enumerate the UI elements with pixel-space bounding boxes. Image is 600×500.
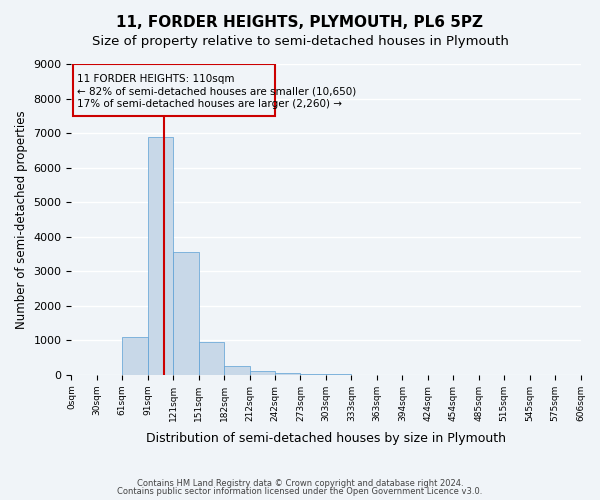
Text: 17% of semi-detached houses are larger (2,260) →: 17% of semi-detached houses are larger (… [77, 99, 342, 109]
Bar [148, 136, 173, 375]
Y-axis label: Number of semi-detached properties: Number of semi-detached properties [15, 110, 28, 328]
Bar [224, 366, 250, 375]
Bar [199, 342, 224, 375]
X-axis label: Distribution of semi-detached houses by size in Plymouth: Distribution of semi-detached houses by … [146, 432, 506, 445]
Text: 11, FORDER HEIGHTS, PLYMOUTH, PL6 5PZ: 11, FORDER HEIGHTS, PLYMOUTH, PL6 5PZ [116, 15, 484, 30]
Text: Contains public sector information licensed under the Open Government Licence v3: Contains public sector information licen… [118, 487, 482, 496]
Bar [173, 252, 199, 375]
Text: ← 82% of semi-detached houses are smaller (10,650): ← 82% of semi-detached houses are smalle… [77, 86, 356, 97]
Text: Size of property relative to semi-detached houses in Plymouth: Size of property relative to semi-detach… [92, 35, 508, 48]
FancyBboxPatch shape [73, 64, 275, 116]
Text: Contains HM Land Registry data © Crown copyright and database right 2024.: Contains HM Land Registry data © Crown c… [137, 478, 463, 488]
Bar [122, 337, 148, 375]
Bar [301, 374, 326, 375]
Bar [250, 372, 275, 375]
Bar [275, 373, 301, 375]
Text: 11 FORDER HEIGHTS: 110sqm: 11 FORDER HEIGHTS: 110sqm [77, 74, 235, 84]
